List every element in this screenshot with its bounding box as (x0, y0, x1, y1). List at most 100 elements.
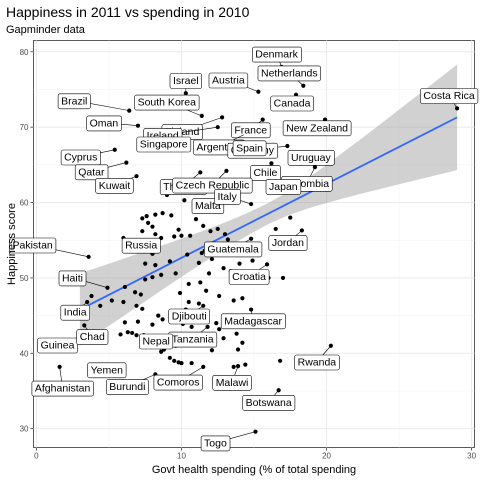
point-label-jordan: Jordan (268, 230, 308, 251)
data-point-labeled (134, 174, 139, 179)
data-point (214, 321, 219, 326)
label-box (106, 379, 149, 395)
y-tick-label: 60 (20, 199, 29, 208)
data-point (132, 290, 138, 295)
label-text: Botswana (246, 397, 292, 409)
label-box (252, 46, 302, 63)
data-point (225, 237, 230, 242)
data-point (125, 330, 130, 335)
point-label-nepal: Nepal (139, 333, 174, 352)
label-text: Denmark (255, 49, 298, 61)
data-point (156, 313, 161, 318)
label-box (257, 65, 321, 82)
data-point (172, 358, 177, 363)
data-point (240, 296, 245, 301)
data-point (189, 360, 194, 366)
x-tick-label: 10 (177, 452, 186, 461)
data-point (188, 233, 193, 238)
trend-fit-line (79, 116, 458, 311)
y-tick-label: 80 (20, 48, 29, 57)
data-point (199, 250, 204, 256)
data-point (160, 210, 165, 216)
label-text: South Korea (138, 97, 197, 109)
data-point (150, 322, 155, 327)
trend-line (79, 116, 458, 311)
data-point (135, 319, 141, 324)
label-box (58, 270, 87, 287)
point-label-japan: Japan (265, 179, 304, 195)
x-tick-label: 0 (34, 452, 39, 461)
data-point (167, 259, 172, 264)
data-point (172, 234, 177, 239)
data-point (143, 277, 148, 282)
label-text: Kuwait (99, 180, 131, 192)
data-point (208, 229, 213, 234)
point-label-rwanda: Rwanda (294, 345, 340, 371)
data-point (231, 364, 236, 369)
data-point (182, 198, 187, 203)
label-text: India (64, 307, 87, 319)
label-box (136, 136, 192, 153)
data-point (221, 266, 226, 271)
label-box (74, 164, 109, 181)
data-point (201, 223, 206, 229)
label-box (287, 150, 335, 166)
point-label-afghanistan: Afghanistan (31, 366, 94, 397)
data-point (140, 216, 145, 221)
label-text: Guinea (41, 339, 75, 351)
chart-title: Happiness in 2011 vs spending in 2010 (6, 4, 250, 20)
data-point (169, 213, 174, 218)
point-label-south-korea: South Korea (134, 94, 202, 117)
data-point (234, 331, 239, 336)
label-box (220, 313, 286, 330)
label-text: Djibouti (172, 311, 207, 323)
label-box (420, 88, 479, 104)
label-text: Chad (80, 331, 105, 343)
label-text: Italy (217, 191, 237, 203)
data-point (235, 347, 241, 352)
data-point (217, 327, 222, 332)
point-label-brazil: Brazil (57, 93, 130, 111)
data-point (217, 293, 222, 299)
label-box (134, 94, 200, 111)
point-label-france: France (231, 119, 271, 139)
point-label-chile: Chile (250, 163, 281, 181)
data-point (206, 271, 212, 276)
data-point (140, 229, 145, 234)
data-point (288, 215, 293, 220)
label-box (265, 179, 302, 195)
point-label-guatemala: Guatemala (204, 238, 263, 258)
label-text: Haiti (62, 272, 83, 284)
data-point (209, 256, 215, 262)
data-point (122, 284, 127, 290)
point-label-malawi: Malawi (212, 365, 252, 391)
point-label-oman: Oman (86, 115, 138, 132)
data-point (231, 298, 236, 303)
point-label-singapore: Singapore (136, 136, 192, 153)
label-box (232, 140, 267, 157)
label-box (250, 165, 281, 181)
label-text: Spain (236, 142, 263, 154)
label-box (95, 178, 134, 194)
label-text: Yemen (91, 364, 123, 376)
label-box (57, 93, 91, 110)
data-point (189, 324, 194, 330)
label-text: Netherlands (261, 67, 318, 79)
label-text: Israel (173, 75, 199, 87)
label-box (294, 354, 340, 371)
x-axis: 0 10 20 30 (34, 447, 477, 461)
data-point (179, 360, 184, 366)
point-labels: Denmark Netherlands Austria Israel Canada Cos… (9, 46, 479, 452)
label-text: Pakistan (12, 240, 52, 252)
label-box (204, 241, 263, 258)
label-box (168, 308, 210, 325)
point-label-togo: Togo (200, 431, 256, 452)
point-label-czech-republic: Czech Republic (172, 170, 253, 194)
data-point (134, 333, 139, 338)
point-label-costa-rica: Costa Rica (420, 88, 479, 109)
x-tick-label: 30 (467, 452, 476, 461)
label-text: Tanzania (172, 334, 214, 346)
label-box (212, 374, 252, 391)
data-point (134, 303, 139, 308)
data-point (196, 301, 201, 306)
